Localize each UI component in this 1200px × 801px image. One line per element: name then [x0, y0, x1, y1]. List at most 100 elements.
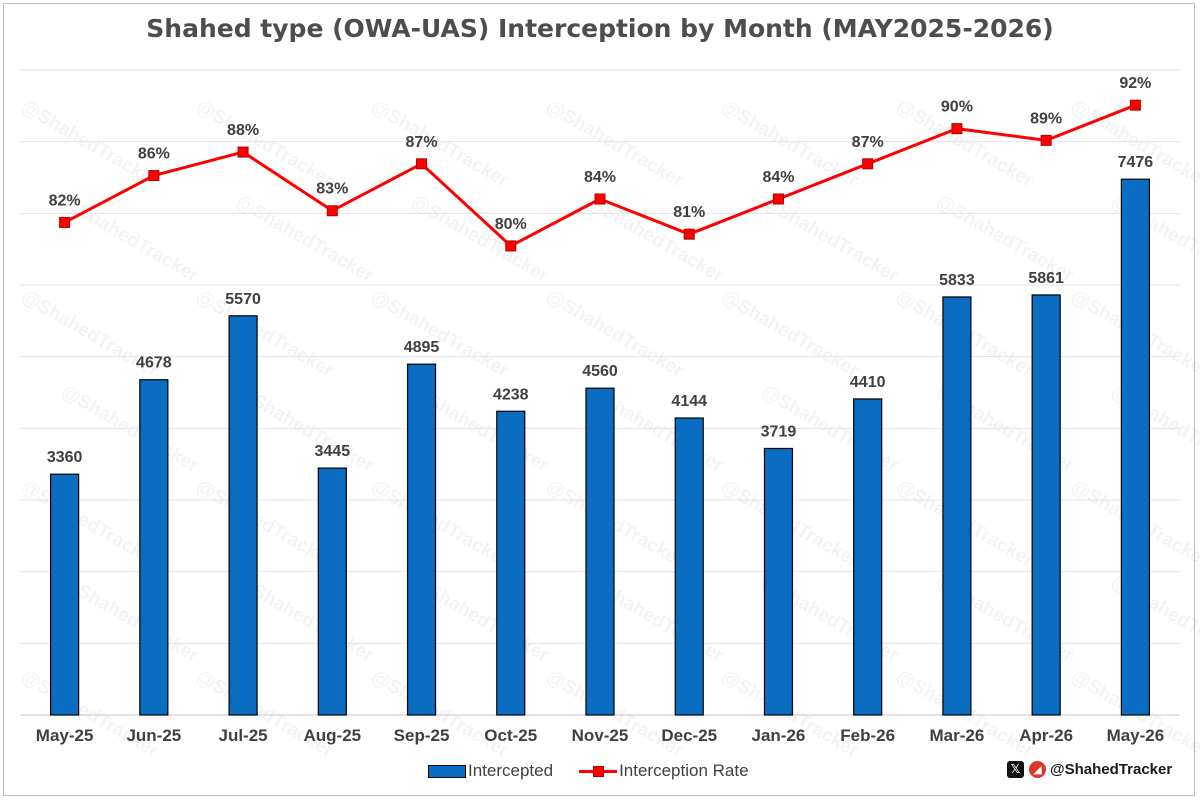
x-tick-label: Oct-25	[484, 726, 537, 745]
watermark-text: @ShahedTracker	[368, 476, 513, 572]
x-tick-labels: May-25 Jun-25 Jul-25 Aug-25 Sep-25 Oct-25 Nov-…	[36, 726, 1164, 745]
legend-swatch-bar	[428, 764, 466, 778]
watermark-text: @ShahedTracker	[233, 191, 378, 287]
bar	[496, 410, 526, 716]
legend-item-intercepted: Intercepted	[428, 761, 553, 781]
x-tick-label: Aug-25	[303, 726, 361, 745]
rate-value-label: 82%	[49, 192, 81, 209]
bar	[406, 363, 437, 716]
x-tick-label: May-25	[36, 726, 94, 745]
bar-value-label: 4144	[671, 393, 707, 410]
watermark-text: @ShahedTracker	[18, 96, 163, 192]
rate-marker	[237, 146, 249, 158]
bar-labels: 3360 4678 5570 3445 4895 4238 4560 4144 3719 4410…	[47, 154, 1153, 466]
watermark-text: @ShahedTracker	[368, 666, 513, 762]
line-series	[59, 99, 1141, 252]
x-tick-label: Jul-25	[219, 726, 268, 745]
bar	[1120, 178, 1150, 716]
rate-marker	[1040, 134, 1052, 146]
bar	[1031, 294, 1061, 716]
rate-value-label: 88%	[227, 122, 259, 139]
gridlines	[20, 69, 1180, 644]
bar	[763, 447, 794, 716]
legend: Intercepted Interception Rate	[428, 760, 775, 782]
legend-swatch-line	[579, 765, 618, 777]
rate-marker	[683, 228, 695, 240]
rate-marker	[326, 205, 338, 217]
rate-value-label: 81%	[673, 204, 705, 221]
rate-marker	[594, 193, 606, 205]
rate-marker	[416, 158, 428, 170]
bar-value-label: 5570	[225, 291, 261, 308]
bar-value-label: 4238	[493, 386, 529, 403]
watermark-text: @ShahedTracker	[543, 666, 688, 762]
rate-value-label: 84%	[584, 169, 616, 186]
watermark-text: @ShahedTracker	[368, 96, 513, 192]
bar	[317, 467, 347, 716]
rate-marker	[951, 123, 963, 135]
watermark-text: @ShahedTracker	[408, 191, 553, 287]
bar-value-label: 4560	[582, 363, 618, 380]
watermark-text: @ShahedTracker	[58, 571, 203, 667]
legend-label-intercepted: Intercepted	[468, 761, 554, 780]
rate-value-label: 83%	[316, 181, 348, 198]
watermark-text: @ShahedTracker	[583, 191, 728, 287]
x-tick-label: Nov-25	[572, 726, 629, 745]
watermark-text: @ShahedTracker	[368, 286, 513, 382]
rate-value-label: 87%	[406, 134, 438, 151]
rate-marker	[505, 240, 517, 252]
x-tick-label: Apr-26	[1019, 726, 1073, 745]
branding-handle: @ShahedTracker	[1050, 761, 1173, 778]
rate-value-label: 87%	[852, 134, 884, 151]
bar	[674, 417, 704, 716]
bar-value-label: 4895	[404, 339, 440, 356]
rate-value-label: 92%	[1119, 75, 1151, 92]
watermark-text: @ShahedTracker	[193, 476, 338, 572]
rate-marker	[59, 216, 71, 228]
rate-value-label: 90%	[941, 99, 973, 116]
watermark-text: @ShahedTracker	[718, 286, 863, 382]
rate-labels: 82% 86% 88% 83% 87% 80% 84% 81% 84% 87% 90% 89% 92%	[49, 75, 1152, 233]
bar-value-label: 3360	[47, 449, 83, 466]
watermark-text: @ShahedTracker	[758, 191, 903, 287]
rate-marker	[772, 193, 784, 205]
bar	[50, 473, 80, 716]
watermark-text: @ShahedTracker	[543, 476, 688, 572]
bar-value-label: 3445	[315, 443, 351, 460]
bar-value-label: 5833	[939, 272, 975, 289]
bar-value-label: 3719	[761, 423, 797, 440]
bar-value-label: 4678	[136, 355, 172, 372]
rate-value-label: 89%	[1030, 110, 1062, 127]
x-logo-icon: 𝕏	[1007, 761, 1024, 778]
watermark-text: @ShahedTracker	[193, 96, 338, 192]
x-tick-label: Jan-26	[752, 726, 806, 745]
legend-item-rate: Interception Rate	[579, 761, 749, 781]
bar	[228, 315, 258, 716]
watermark-text: @ShahedTracker	[193, 666, 338, 762]
bar-value-label: 4410	[850, 374, 886, 391]
branding: 𝕏 ◢ @ShahedTracker	[1007, 761, 1172, 778]
x-tick-label: Feb-26	[840, 726, 895, 745]
x-tick-label: Sep-25	[394, 726, 450, 745]
x-tick-label: Mar-26	[930, 726, 985, 745]
rate-value-label: 84%	[762, 169, 794, 186]
bar-value-label: 7476	[1118, 154, 1154, 171]
legend-label-rate: Interception Rate	[619, 761, 749, 780]
watermark-text: @ShahedTracker	[193, 286, 338, 382]
x-tick-label: Jun-25	[126, 726, 181, 745]
chart-title: Shahed type (OWA-UAS) Interception by Mo…	[146, 14, 1054, 43]
rate-marker	[1129, 99, 1141, 111]
bar	[139, 379, 169, 716]
rate-value-label: 86%	[138, 146, 170, 163]
rate-marker	[862, 158, 874, 170]
bar	[853, 398, 883, 716]
bar-series	[50, 178, 1150, 716]
x-tick-label: May-26	[1107, 726, 1165, 745]
bar-value-label: 5861	[1028, 270, 1064, 287]
rate-value-label: 80%	[495, 216, 527, 233]
x-tick-label: Dec-25	[661, 726, 717, 745]
shahed-tracker-logo-icon: ◢	[1029, 761, 1046, 778]
bar	[585, 387, 615, 716]
bar	[942, 296, 972, 716]
